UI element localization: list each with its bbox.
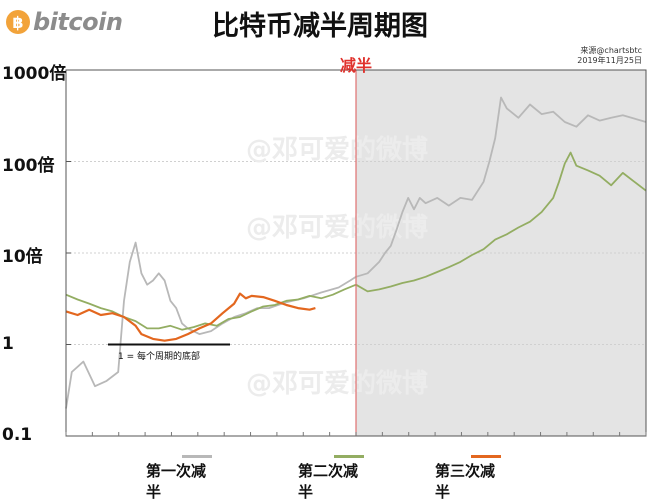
series-line-3 — [65, 292, 316, 342]
legend-swatch — [471, 455, 501, 458]
logo-text: bitcoin — [33, 8, 123, 36]
y-tick-label: 1000倍 — [2, 64, 67, 84]
y-tick-label: 100倍 — [2, 155, 55, 176]
chart-title: 比特币减半周期图 — [212, 11, 428, 42]
legend-swatch — [182, 455, 212, 458]
series-line-2 — [65, 151, 647, 331]
source-credit: 来源@chartsbtc 2019年11月25日 — [577, 46, 642, 66]
post-halving-shaded-region — [356, 70, 646, 436]
legend-item: 第二次减半 — [298, 455, 364, 502]
legend-swatch — [334, 455, 364, 458]
y-tick-label: 1 — [2, 333, 14, 354]
source-line: 来源@chartsbtc — [580, 46, 642, 55]
cycle-bottom-note: 1 = 每个周期的底部 — [118, 352, 200, 362]
legend-item: 第三次减半 — [435, 455, 501, 502]
y-tick-label: 0.1 — [2, 425, 33, 445]
halving-label: 减半 — [339, 56, 372, 75]
axes — [65, 69, 647, 437]
legend-label: 第三次减半 — [435, 462, 496, 501]
legend-label: 第一次减半 — [146, 462, 207, 501]
watermark-text: @邓可爱的微博 — [246, 134, 428, 165]
watermark-text: @邓可爱的微博 — [246, 368, 428, 399]
y-tick-label: 10倍 — [2, 247, 43, 267]
legend-item: 第一次减半 — [146, 455, 212, 502]
source-date: 2019年11月25日 — [577, 56, 642, 65]
bitcoin-coin-icon: ฿ — [6, 10, 30, 34]
legend-label: 第二次减半 — [298, 462, 359, 501]
bitcoin-logo: ฿ bitcoin — [6, 6, 123, 38]
halving-cycle-chart: @邓可爱的微博@邓可爱的微博@邓可爱的微博 — [65, 69, 647, 437]
watermark-layer: @邓可爱的微博@邓可爱的微博@邓可爱的微博 — [246, 134, 428, 399]
